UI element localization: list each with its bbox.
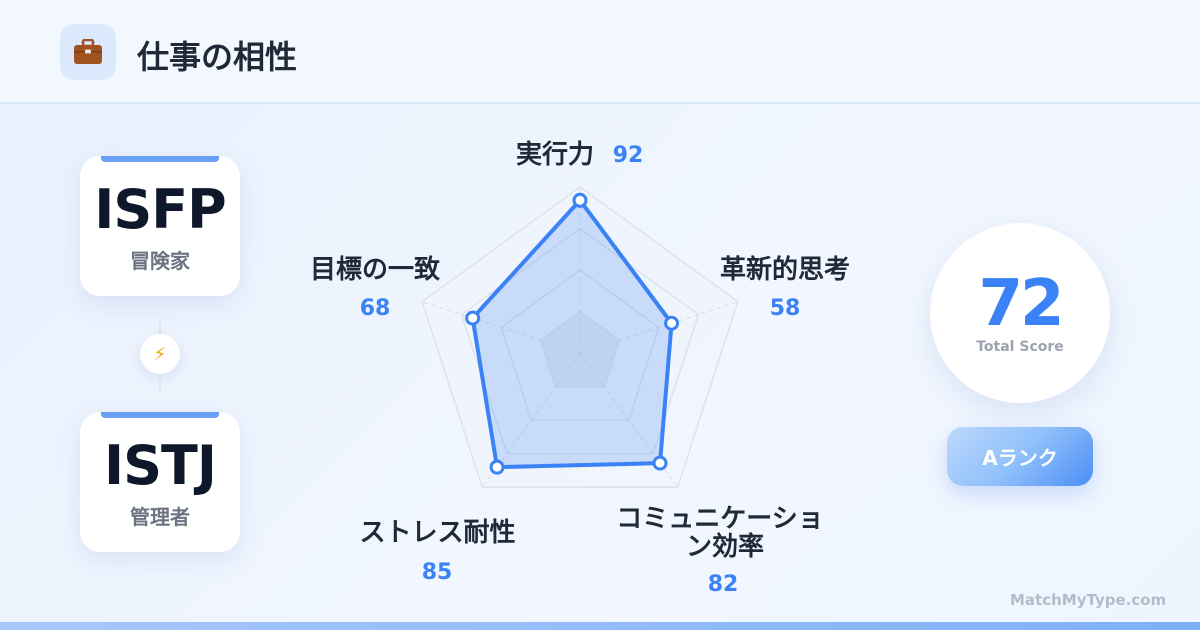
card-accent (101, 412, 219, 418)
score-value: 72 (978, 267, 1064, 341)
type-name: 管理者 (130, 505, 190, 529)
axis-label: ン効率 (685, 532, 764, 562)
axis-label: コミュニケーショ (616, 504, 824, 534)
type-card-2: ISTJ 管理者 (80, 412, 240, 552)
type-card-1: ISFP 冒険家 (80, 156, 240, 296)
data-point (572, 192, 588, 208)
axis-label: ストレス耐性 (359, 518, 516, 548)
header: 仕事の相性 (0, 0, 1200, 104)
rank-badge: Aランク (947, 427, 1093, 486)
brand-watermark: MatchMyType.com (1010, 591, 1167, 609)
radar-area (470, 198, 674, 470)
axis-value: 58 (769, 296, 801, 321)
axis-line (579, 301, 739, 354)
axis-value: 82 (707, 572, 739, 597)
lightning-icon: ⚡ (140, 334, 180, 374)
briefcase-icon (60, 24, 116, 80)
score-label: Total Score (976, 339, 1064, 355)
data-point (652, 455, 668, 471)
type-code: ISTJ (104, 434, 217, 497)
data-point (664, 315, 680, 331)
data-point (489, 459, 505, 475)
bottom-bar (0, 622, 1200, 630)
type-code: ISFP (94, 178, 226, 241)
axis-label: 実行力 (515, 140, 594, 170)
total-score: 72 Total Score (930, 223, 1110, 403)
axis-line (421, 301, 581, 354)
axis-label: 革新的思考 (719, 255, 850, 285)
page-title: 仕事の相性 (137, 38, 298, 76)
axis-value: 85 (421, 560, 453, 585)
axis-value: 68 (359, 296, 391, 321)
data-point (465, 310, 481, 326)
card-accent (101, 156, 219, 162)
type-name: 冒険家 (130, 249, 190, 273)
axis-label: 目標の一致 (309, 255, 440, 285)
divider (159, 378, 161, 392)
axis-value: 92 (612, 143, 644, 168)
divider (159, 320, 161, 334)
